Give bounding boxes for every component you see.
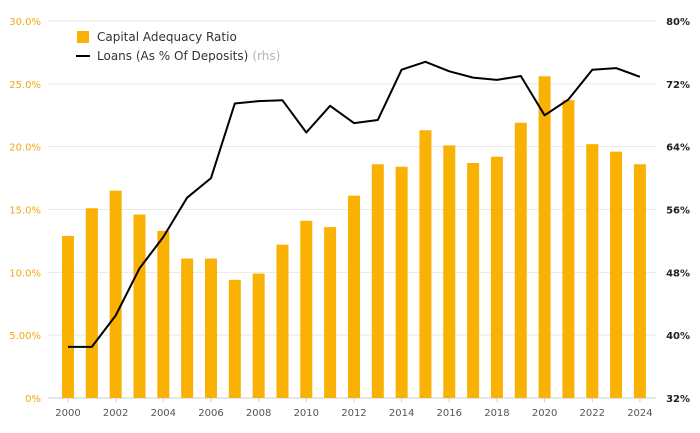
y-right-tick-label: 64% <box>666 143 690 154</box>
bar-2010 <box>300 220 313 398</box>
bar-2015 <box>419 130 432 398</box>
x-tick-label: 2018 <box>484 408 509 419</box>
x-axis: 2000 2002 2004 2006 2008 2010 2012 2014 2016 2018… <box>55 398 653 419</box>
x-tick-label: 2008 <box>246 408 271 419</box>
x-tick-label: 2004 <box>151 408 176 419</box>
y-left-tick-label: 10.0% <box>9 268 41 279</box>
x-tick-label: 2016 <box>437 408 462 419</box>
y-right-tick-label: 72% <box>666 80 690 91</box>
bar-2007 <box>228 279 241 398</box>
legend-swatch-capital-adequacy-ratio <box>77 31 89 43</box>
x-tick-label: 2024 <box>627 408 652 419</box>
bar-2018 <box>490 156 503 398</box>
y-left-tick-label: 30.0% <box>9 17 41 28</box>
bar-2005 <box>181 258 194 398</box>
legend-label-loans-pct-deposits: Loans (As % Of Deposits) (rhs) <box>97 49 280 63</box>
y-left-tick-label: 15.0% <box>9 206 41 217</box>
bar-2019 <box>514 122 527 398</box>
bar-2004 <box>157 230 170 398</box>
bar-2003 <box>133 214 146 398</box>
x-tick-label: 2020 <box>532 408 557 419</box>
bar-2022 <box>586 144 599 398</box>
y-right-tick-label: 48% <box>666 268 690 279</box>
bar-2000 <box>62 235 74 398</box>
y-right-tick-label: 40% <box>666 331 690 342</box>
bar-2001 <box>85 208 98 398</box>
y-right-tick-label: 80% <box>666 17 690 28</box>
bar-2016 <box>443 145 456 398</box>
x-tick-label: 2010 <box>294 408 319 419</box>
line-series-loans-pct-deposits <box>68 60 641 348</box>
y-left-tick-label: 25.0% <box>9 80 41 91</box>
x-tick-label: 2006 <box>198 408 223 419</box>
legend-label-rhs-suffix: (rhs) <box>252 49 280 63</box>
bar-series-capital-adequacy-ratio <box>62 76 646 399</box>
bar-2021 <box>562 100 575 399</box>
x-tick-label: 2014 <box>389 408 414 419</box>
x-tick-label: 2000 <box>55 408 80 419</box>
x-tick-label: 2022 <box>580 408 605 419</box>
bar-2020 <box>538 76 551 398</box>
bar-2017 <box>467 163 480 398</box>
bar-2024 <box>633 164 646 398</box>
bar-2023 <box>610 151 623 398</box>
bar-2006 <box>204 258 217 398</box>
y-left-tick-label: 5.00% <box>9 331 41 342</box>
legend-label-loans-text: Loans (As % Of Deposits) <box>97 49 248 63</box>
y-right-tick-label: 56% <box>666 206 690 217</box>
y-axis-right: 32% 40% 48% 56% 64% 72% 80% <box>666 17 690 405</box>
bar-2002 <box>109 190 122 398</box>
bar-2013 <box>371 164 384 398</box>
y-left-tick-label: 20.0% <box>9 143 41 154</box>
y-left-tick-label: 0% <box>25 394 41 405</box>
legend-label-capital-adequacy-ratio: Capital Adequacy Ratio <box>97 30 237 44</box>
bar-2009 <box>276 244 289 398</box>
x-tick-label: 2002 <box>103 408 128 419</box>
bar-2014 <box>395 166 408 398</box>
bar-2012 <box>347 195 360 398</box>
y-axis-left: 0% 5.00% 10.0% 15.0% 20.0% 25.0% 30.0% <box>9 17 41 405</box>
x-tick-label: 2012 <box>341 408 366 419</box>
bar-2008 <box>252 273 265 398</box>
y-right-tick-label: 32% <box>666 394 690 405</box>
legend: Capital Adequacy Ratio Loans (As % Of De… <box>76 30 280 63</box>
bar-2011 <box>324 227 337 398</box>
